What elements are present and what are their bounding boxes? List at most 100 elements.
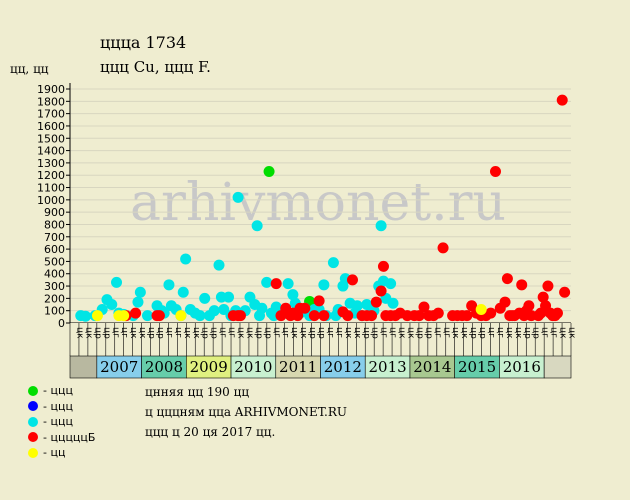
month-label: цр [414, 327, 424, 339]
month-label: цр [307, 327, 317, 339]
y-axis-label: цц, цц [10, 62, 49, 76]
data-point [342, 310, 354, 322]
data-point [489, 166, 501, 178]
data-point [134, 286, 146, 298]
data-point [461, 310, 473, 322]
month-label: цг [110, 327, 120, 338]
data-point [142, 310, 154, 322]
month-label: цг [495, 327, 505, 338]
data-point [194, 310, 206, 322]
watermark: arhivmonet.ru [130, 173, 506, 233]
data-point [370, 296, 382, 308]
year-label: 2008 [145, 358, 183, 376]
data-point [318, 310, 330, 322]
legend: - ццц - ццц - ццц - цццццБ - цц [28, 383, 95, 461]
month-label: цр [531, 327, 541, 339]
month-label: цг [119, 327, 129, 338]
data-point [208, 305, 220, 317]
chart-subtitle: ццц Cu, ццц F. [100, 58, 211, 76]
month-label: цр [361, 327, 371, 339]
y-tick-label: 200 [44, 292, 65, 305]
data-point [485, 307, 497, 319]
legend-label: - ццц [43, 384, 73, 398]
month-label: цк [558, 327, 568, 339]
year-tail-box [543, 355, 572, 379]
month-label: цк [182, 327, 192, 339]
data-point [261, 276, 273, 288]
month-label: цр [423, 327, 433, 339]
data-point [130, 307, 142, 319]
month-label: цк [450, 327, 460, 339]
data-point [537, 291, 549, 303]
year-label: 2014 [413, 358, 451, 376]
legend-swatch [28, 385, 38, 396]
data-point [256, 302, 268, 314]
data-point [327, 257, 339, 269]
data-point [177, 286, 189, 298]
year-label: 2007 [100, 358, 138, 376]
month-label: цг [486, 327, 496, 338]
month-label: цк [343, 327, 353, 339]
data-point [432, 307, 444, 319]
data-point [308, 310, 320, 322]
month-label: цг [227, 327, 237, 338]
month-label: цр [146, 327, 156, 339]
month-label: цг [173, 327, 183, 338]
legend-label: - цц [43, 446, 66, 460]
month-label: цк [128, 327, 138, 339]
month-label: цк [74, 327, 84, 339]
month-label: цг [379, 327, 389, 338]
data-point [218, 303, 230, 315]
data-point [516, 279, 528, 291]
legend-item: - цц [28, 445, 95, 461]
month-label: цк [504, 327, 514, 339]
year-label: 2013 [369, 358, 407, 376]
month-label: цг [325, 327, 335, 338]
legend-swatch [28, 401, 38, 412]
year-lead-box [69, 355, 98, 379]
data-point [366, 310, 378, 322]
data-point [437, 242, 449, 254]
month-label: цг [432, 327, 442, 338]
month-label: цр [253, 327, 263, 339]
month-label: цк [513, 327, 523, 339]
data-point [499, 296, 511, 308]
legend-item: - ццц [28, 383, 95, 399]
data-point [287, 289, 299, 301]
month-label: цк [83, 327, 93, 339]
y-tick-label: 1500 [37, 132, 65, 145]
data-point [111, 276, 123, 288]
month-label: цг [164, 327, 174, 338]
month-label: цк [244, 327, 254, 339]
data-point [199, 292, 211, 304]
data-point [318, 279, 330, 291]
year-label: 2009 [190, 358, 228, 376]
data-point [551, 307, 563, 319]
legend-label: - цццццБ [43, 430, 96, 444]
month-label: цг [388, 327, 398, 338]
month-label: цк [298, 327, 308, 339]
y-tick-label: 500 [44, 255, 65, 268]
month-label: цг [540, 327, 550, 338]
y-tick-label: 1900 [37, 83, 65, 96]
chart-title: ццца 1734 [100, 33, 187, 52]
month-label: цк [405, 327, 415, 339]
month-label: цк [191, 327, 201, 339]
data-point [270, 278, 282, 290]
data-point [413, 310, 425, 322]
legend-item: - ццц [28, 414, 95, 430]
data-point [385, 278, 397, 290]
y-tick-label: 700 [44, 231, 65, 244]
year-label: 2011 [279, 358, 317, 376]
y-tick-label: 0 [58, 317, 65, 330]
month-label: цг [218, 327, 228, 338]
month-label: цг [549, 327, 559, 338]
data-point [418, 301, 430, 313]
y-tick-label: 1000 [37, 194, 65, 207]
data-point [377, 260, 389, 272]
data-point [282, 278, 294, 290]
legend-swatch [28, 447, 38, 458]
data-point [542, 280, 554, 292]
y-tick-label: 1700 [37, 108, 65, 121]
